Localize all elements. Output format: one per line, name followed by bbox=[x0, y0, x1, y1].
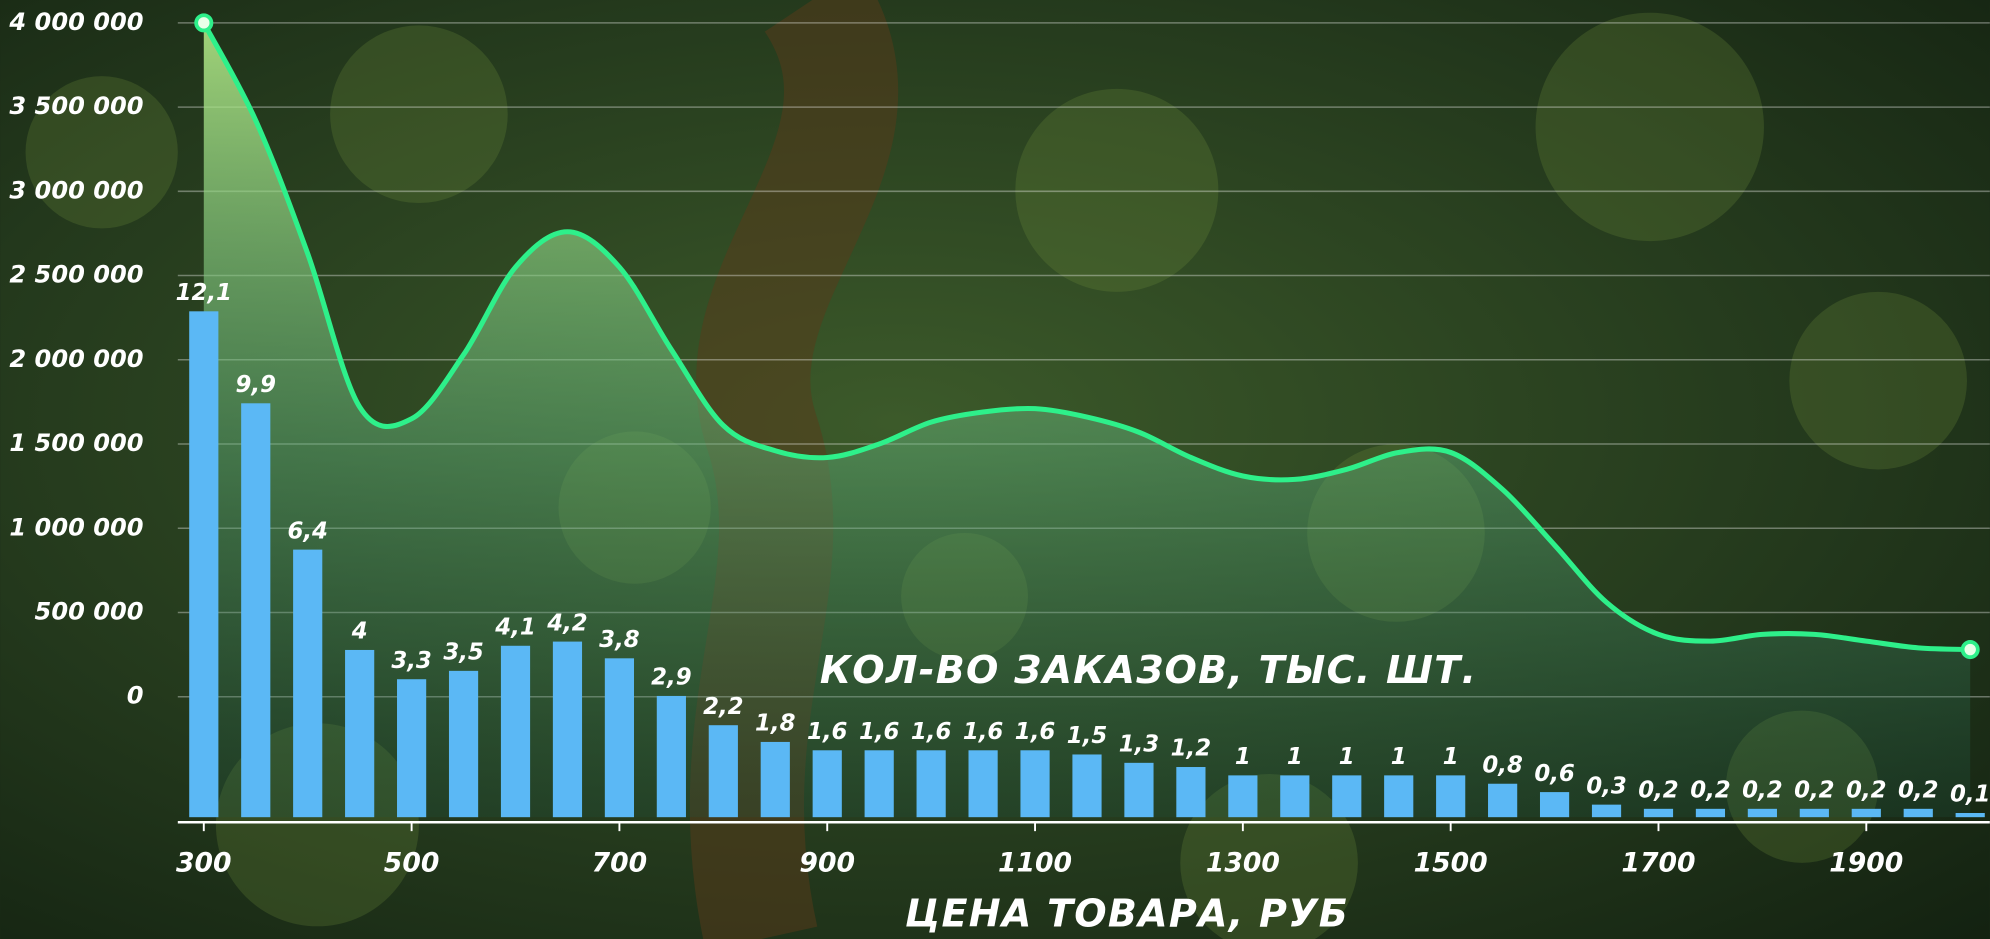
value-label: 0,2 bbox=[1638, 778, 1678, 804]
value-label: 2,9 bbox=[651, 665, 691, 691]
value-label: 0,2 bbox=[1742, 778, 1782, 804]
value-label: 3,8 bbox=[599, 627, 640, 653]
y-tick-label: 1 000 000 bbox=[9, 513, 143, 541]
y-tick-label: 0 bbox=[127, 682, 144, 710]
bar bbox=[1592, 805, 1621, 818]
value-label: 9,9 bbox=[236, 372, 276, 398]
bar bbox=[1436, 775, 1465, 817]
x-tick-label: 1700 bbox=[1621, 848, 1695, 879]
value-label: 6,4 bbox=[287, 518, 327, 544]
x-tick-label: 900 bbox=[799, 848, 855, 879]
value-label: 1,5 bbox=[1067, 723, 1107, 749]
bar bbox=[605, 658, 634, 817]
value-label: 0,2 bbox=[1794, 778, 1834, 804]
x-tick-label: 1900 bbox=[1829, 848, 1903, 879]
bar bbox=[1228, 775, 1257, 817]
bar bbox=[1540, 792, 1569, 817]
annotation: КОЛ-ВО ЗАКАЗОВ, ТЫС. ШТ. bbox=[820, 648, 1477, 692]
value-label: 1 bbox=[1339, 744, 1355, 770]
value-label: 1,6 bbox=[1015, 719, 1056, 745]
chart: 0 500 000 1 000 000 1 500 000 2 000 000 2 500… bbox=[0, 0, 1990, 939]
bar bbox=[1696, 809, 1725, 817]
value-label: 12,1 bbox=[176, 280, 232, 306]
bar bbox=[1852, 809, 1881, 817]
value-label: 1,8 bbox=[755, 711, 796, 737]
bar bbox=[397, 679, 426, 817]
bar bbox=[189, 311, 218, 817]
value-label: 3,3 bbox=[391, 648, 431, 674]
y-tick-label: 500 000 bbox=[35, 597, 144, 625]
value-label: 3,5 bbox=[443, 640, 483, 666]
value-label: 1 bbox=[1287, 744, 1303, 770]
value-label: 0,2 bbox=[1846, 778, 1886, 804]
bar bbox=[1384, 775, 1413, 817]
value-label: 4 bbox=[351, 619, 368, 645]
bar bbox=[1956, 813, 1985, 817]
bar bbox=[553, 642, 582, 818]
y-tick-label: 2 500 000 bbox=[9, 261, 143, 289]
value-label: 2,2 bbox=[703, 694, 743, 720]
value-label: 1 bbox=[1443, 744, 1459, 770]
value-label: 0,6 bbox=[1534, 761, 1575, 787]
x-tick-label: 300 bbox=[176, 848, 232, 879]
value-label: 0,2 bbox=[1898, 778, 1938, 804]
value-label: 1,6 bbox=[963, 719, 1004, 745]
y-tick-label: 4 000 000 bbox=[8, 8, 143, 36]
value-label: 0,8 bbox=[1482, 752, 1523, 778]
bar bbox=[1488, 784, 1517, 817]
y-tick-label: 2 000 000 bbox=[9, 345, 143, 373]
bar bbox=[449, 671, 478, 817]
bar bbox=[813, 750, 842, 817]
x-tick-label: 500 bbox=[384, 848, 440, 879]
value-label: 1 bbox=[1235, 744, 1251, 770]
bar bbox=[241, 403, 270, 817]
value-label: 1,3 bbox=[1119, 732, 1159, 758]
value-label: 1 bbox=[1391, 744, 1407, 770]
bar bbox=[1904, 809, 1933, 817]
value-label: 1,6 bbox=[911, 719, 952, 745]
value-label: 1,2 bbox=[1171, 736, 1211, 762]
bar bbox=[1332, 775, 1361, 817]
bar bbox=[1644, 809, 1673, 817]
bar bbox=[1124, 763, 1153, 817]
end-marker bbox=[196, 15, 211, 30]
value-label: 0,1 bbox=[1950, 782, 1990, 808]
bar bbox=[865, 750, 894, 817]
page: {"chart_data": { "type": "combo", "annot… bbox=[0, 0, 1990, 939]
value-label: 1,6 bbox=[807, 719, 848, 745]
bar bbox=[917, 750, 946, 817]
value-label: 1,6 bbox=[859, 719, 900, 745]
y-tick-label: 3 500 000 bbox=[9, 92, 143, 120]
x-tick-label: 1300 bbox=[1206, 848, 1280, 879]
value-label: 4,2 bbox=[546, 610, 587, 636]
x-tick-label: 1500 bbox=[1414, 848, 1488, 879]
bar bbox=[709, 725, 738, 817]
value-label: 0,2 bbox=[1690, 778, 1730, 804]
bar bbox=[1748, 809, 1777, 817]
bar bbox=[501, 646, 530, 817]
bar bbox=[1020, 750, 1049, 817]
value-label: 0,3 bbox=[1586, 773, 1626, 799]
y-tick-label: 1 500 000 bbox=[9, 429, 143, 457]
bar bbox=[1800, 809, 1829, 817]
x-axis-title: ЦЕНА ТОВАРА, РУБ bbox=[905, 892, 1349, 936]
bar bbox=[761, 742, 790, 817]
value-label: 4,1 bbox=[494, 615, 535, 641]
bar bbox=[968, 750, 997, 817]
x-tick-label: 700 bbox=[592, 848, 648, 879]
bar bbox=[345, 650, 374, 817]
bar bbox=[293, 550, 322, 818]
bar bbox=[1072, 754, 1101, 817]
y-tick-label: 3 000 000 bbox=[9, 176, 143, 204]
x-tick-label: 1100 bbox=[998, 848, 1072, 879]
bar bbox=[657, 696, 686, 817]
bar bbox=[1280, 775, 1309, 817]
end-marker bbox=[1963, 642, 1978, 657]
bar bbox=[1176, 767, 1205, 817]
